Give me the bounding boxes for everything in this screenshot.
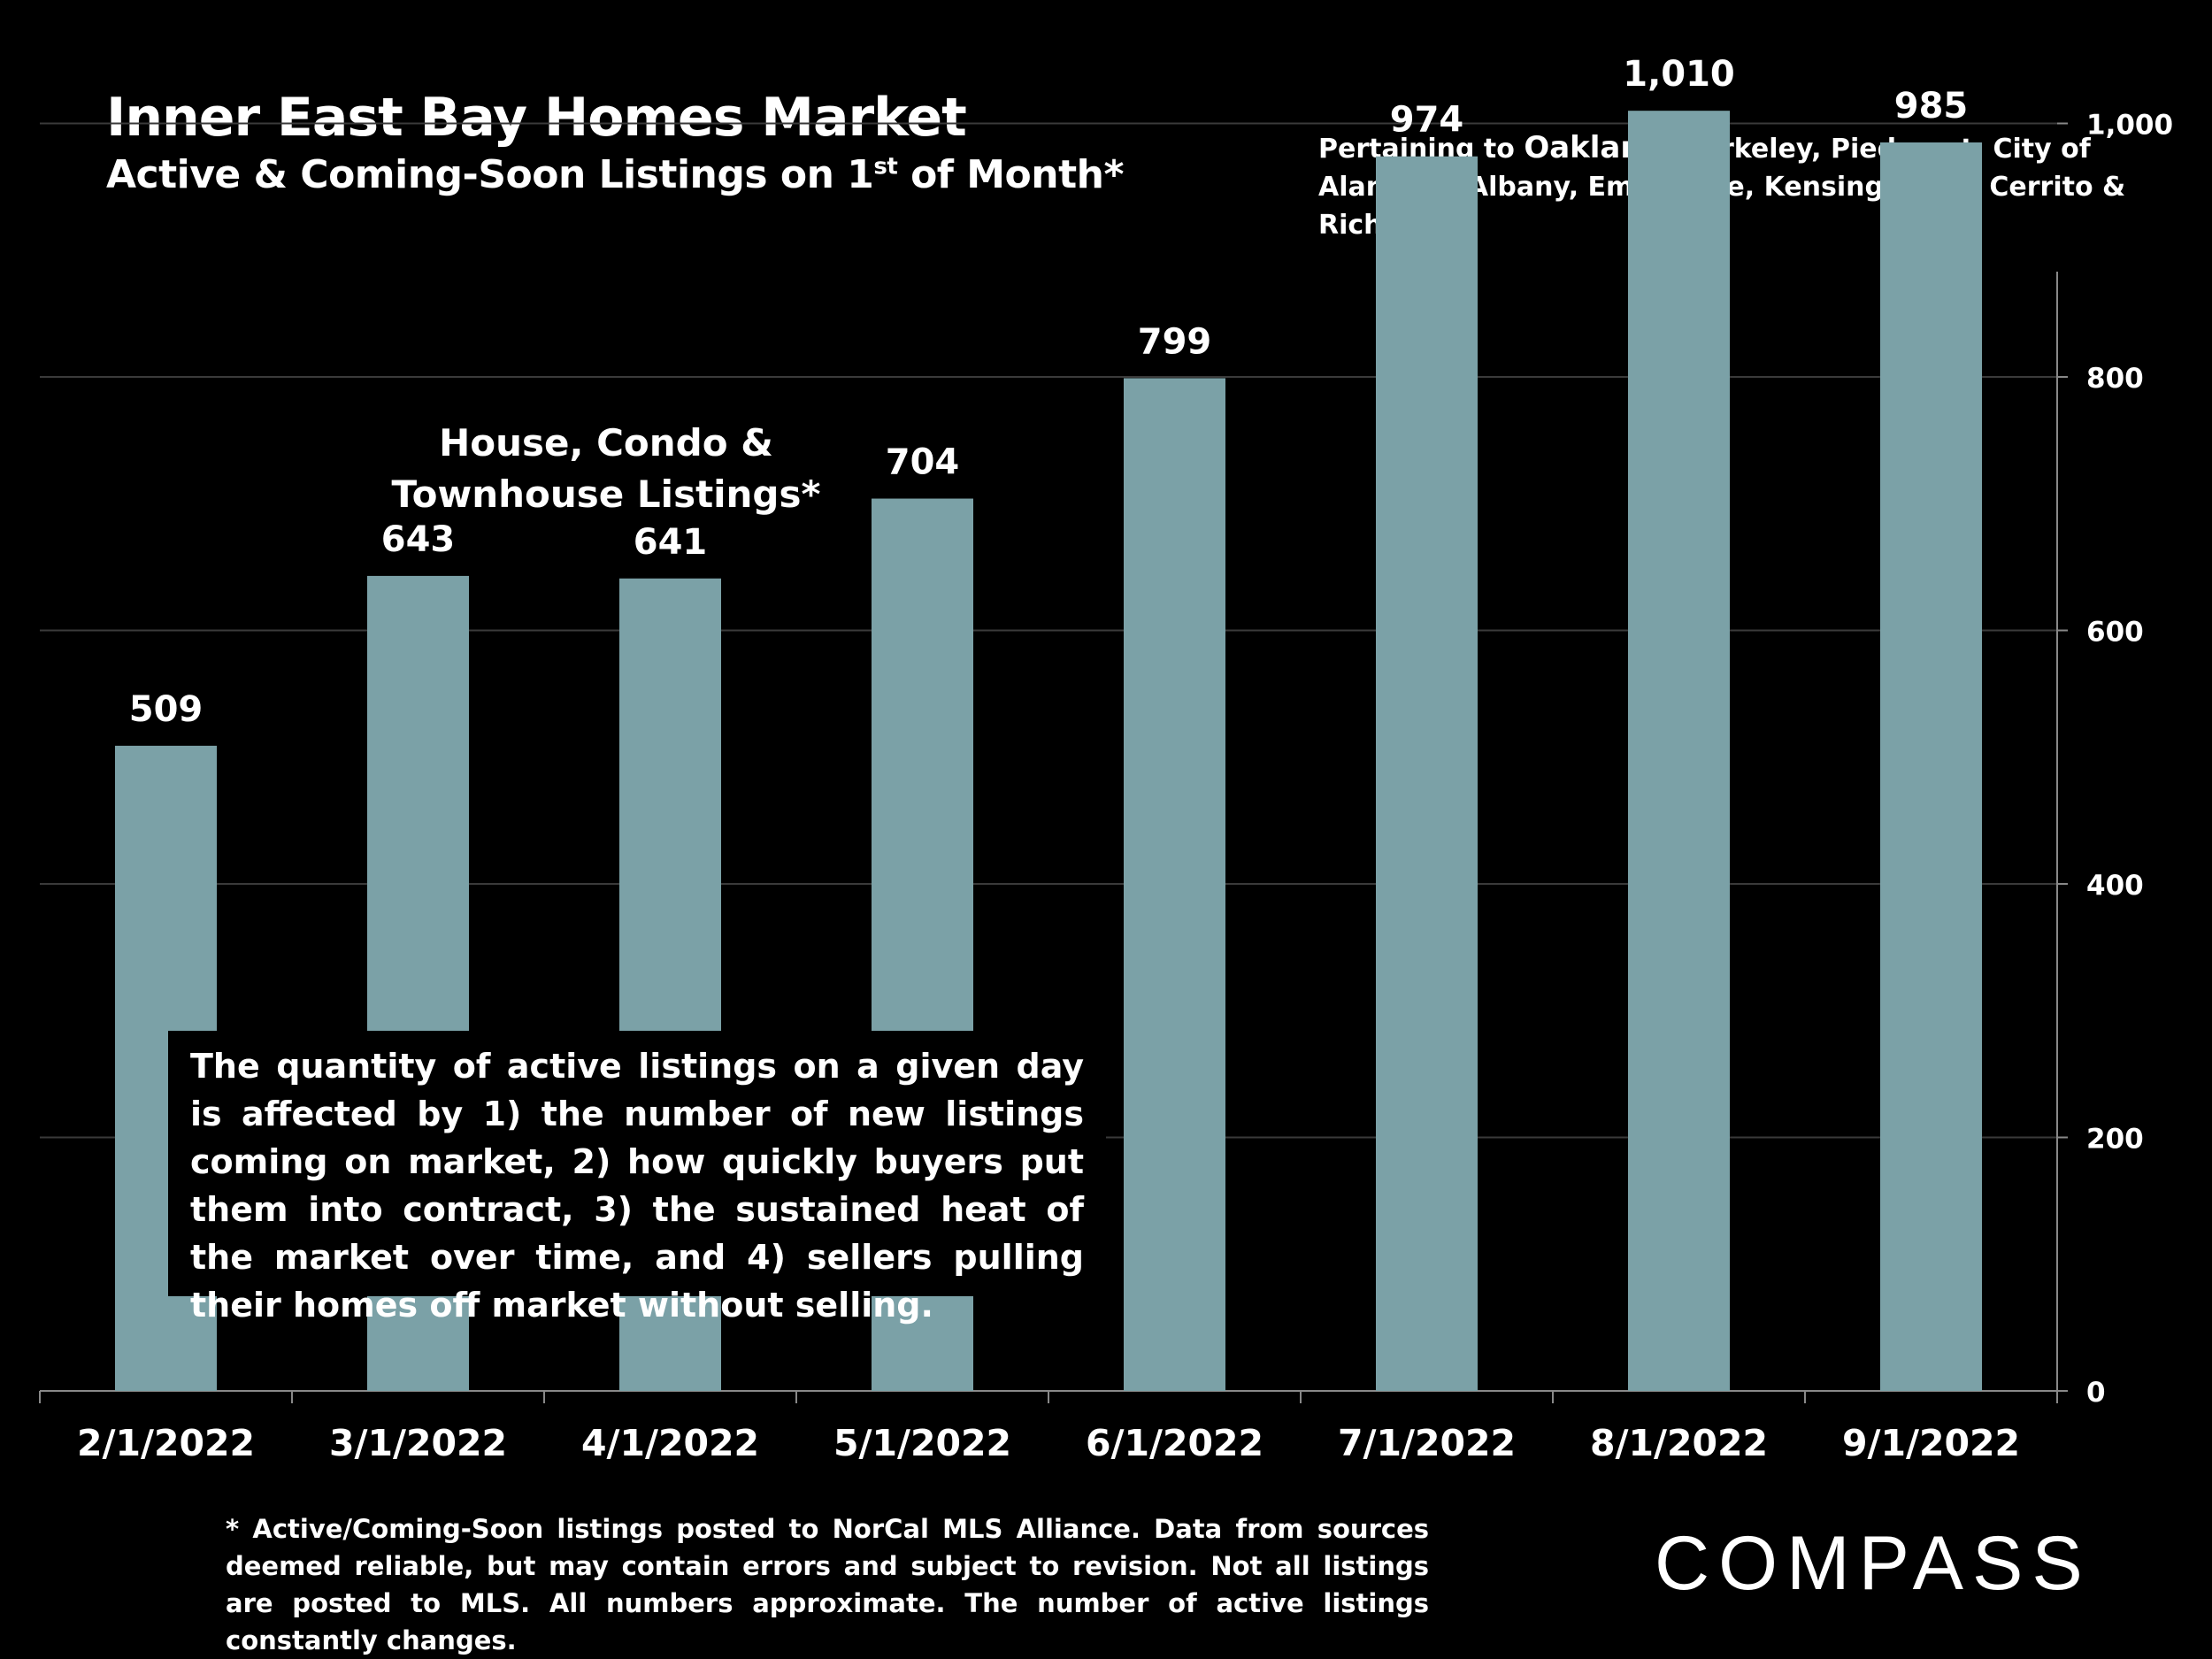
footnote: * Active/Coming-Soon listings posted to … — [226, 1514, 1429, 1655]
category-label: 4/1/2022 — [581, 1422, 759, 1464]
logo-text: COMPASS — [1655, 1524, 2092, 1603]
page-subtitle: Active & Coming-Soon Listings on 1st of … — [106, 152, 1124, 197]
y-tick-label: 600 — [2086, 617, 2144, 649]
y-tick-label: 400 — [2086, 870, 2144, 902]
compass-logo: COMPASS — [1655, 1524, 2092, 1603]
category-label: 6/1/2022 — [1086, 1422, 1263, 1464]
value-label: 509 — [129, 689, 204, 730]
y-tick-label: 0 — [2086, 1377, 2106, 1409]
value-label: 641 — [634, 522, 708, 563]
y-tick-label: 200 — [2086, 1124, 2144, 1156]
value-label: 643 — [381, 519, 456, 560]
category-label: 3/1/2022 — [329, 1422, 507, 1464]
category-label: 5/1/2022 — [833, 1422, 1011, 1464]
category-label: 8/1/2022 — [1590, 1422, 1768, 1464]
value-label: 799 — [1138, 321, 1212, 362]
bar — [1880, 142, 1982, 1391]
y-tick-label: 1,000 — [2086, 110, 2173, 142]
y-tick-label: 800 — [2086, 363, 2144, 395]
bar — [1628, 111, 1730, 1391]
series-label: House, Condo & Townhouse Listings* — [391, 421, 821, 516]
category-label: 2/1/2022 — [77, 1422, 255, 1464]
subtitle-suffix: of Month* — [897, 152, 1124, 197]
subtitle-text: Active & Coming-Soon Listings on 1 — [106, 152, 874, 197]
category-label: 7/1/2022 — [1338, 1422, 1516, 1464]
bar — [1124, 378, 1225, 1391]
category-label: 9/1/2022 — [1842, 1422, 2020, 1464]
page-title: Inner East Bay Homes Market — [106, 87, 967, 149]
subtitle-ordinal: st — [873, 153, 898, 180]
value-label: 974 — [1390, 100, 1464, 141]
value-label: 1,010 — [1623, 54, 1735, 95]
value-label: 704 — [886, 442, 960, 483]
annotation-box: The quantity of active listings on a giv… — [168, 1031, 1106, 1325]
bar — [1376, 156, 1478, 1391]
value-label: 985 — [1894, 86, 1969, 127]
